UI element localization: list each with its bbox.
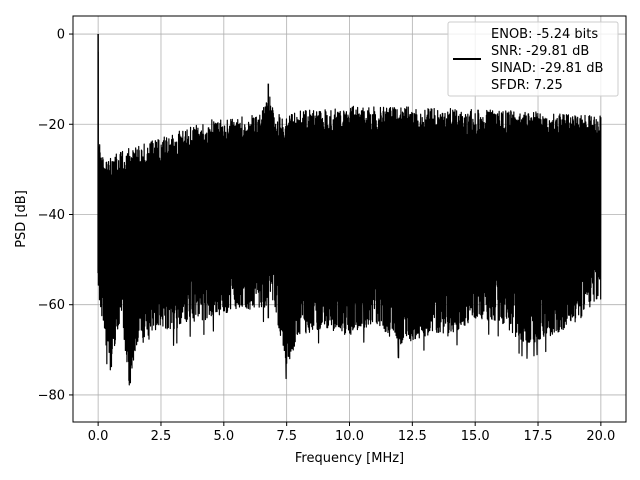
x-tick-label: 17.5 (524, 429, 553, 444)
x-tick-label: 15.0 (461, 429, 490, 444)
plot-area (97, 34, 602, 386)
x-tick-label: 2.5 (151, 429, 172, 444)
x-tick-label: 12.5 (398, 429, 427, 444)
y-tick-label: −80 (38, 388, 65, 403)
legend-box (447, 21, 619, 97)
y-axis-label: PSD [dB] (14, 190, 29, 248)
x-axis: 0.0 2.5 5.0 7.5 10.0 12.5 15.0 17.5 20.0 (88, 422, 615, 444)
x-tick-label: 20.0 (586, 429, 615, 444)
legend-entry-sfdr: SFDR: 7.25 (491, 78, 563, 93)
legend-entry-snr: SNR: -29.81 dB (491, 44, 589, 59)
y-axis: 0 −20 −40 −60 −80 (38, 28, 73, 403)
y-tick-label: −20 (38, 118, 65, 133)
y-tick-label: −60 (38, 298, 65, 313)
x-tick-label: 5.0 (213, 429, 234, 444)
legend-entry-enob: ENOB: -5.24 bits (491, 27, 598, 42)
x-axis-label: Frequency [MHz] (295, 451, 404, 466)
x-tick-label: 10.0 (335, 429, 364, 444)
y-tick-label: 0 (57, 28, 65, 43)
x-tick-label: 7.5 (276, 429, 297, 444)
legend-entry-sinad: SINAD: -29.81 dB (491, 61, 603, 76)
legend: ENOB: -5.24 bits SNR: -29.81 dB SINAD: -… (447, 21, 619, 97)
psd-line (97, 51, 602, 386)
x-tick-label: 0.0 (88, 429, 109, 444)
y-tick-label: −40 (38, 208, 65, 223)
